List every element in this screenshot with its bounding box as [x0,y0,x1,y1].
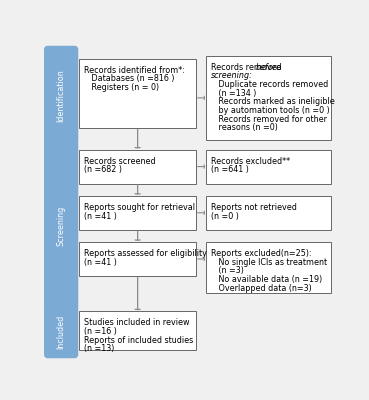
FancyBboxPatch shape [79,311,196,350]
Text: (n =16 ): (n =16 ) [84,327,117,336]
Text: Reports excluded(n=25):: Reports excluded(n=25): [211,249,312,258]
Text: Records excluded**: Records excluded** [211,157,290,166]
Text: (n =682 ): (n =682 ) [84,165,122,174]
Text: (n =41 ): (n =41 ) [84,212,117,220]
Text: Reports assessed for eligibility: Reports assessed for eligibility [84,249,207,258]
Text: Reports sought for retrieval: Reports sought for retrieval [84,203,195,212]
Text: Records removed: Records removed [211,63,284,72]
Text: reasons (n =0): reasons (n =0) [211,123,278,132]
FancyBboxPatch shape [206,150,331,184]
Text: Identification: Identification [56,69,66,122]
Text: Records screened: Records screened [84,157,155,166]
Text: Reports of included studies: Reports of included studies [84,336,193,345]
Text: (n =41 ): (n =41 ) [84,258,117,267]
Text: Overlapped data (n=3): Overlapped data (n=3) [211,284,312,293]
Text: Screening: Screening [56,206,66,246]
FancyBboxPatch shape [79,150,196,184]
FancyBboxPatch shape [45,46,77,145]
Text: Reports not retrieved: Reports not retrieved [211,203,297,212]
Text: (n =134 ): (n =134 ) [211,89,256,98]
FancyBboxPatch shape [79,196,196,230]
Text: Records marked as ineligible: Records marked as ineligible [211,97,335,106]
Text: (n =3): (n =3) [211,266,244,275]
Text: No available data (n =19): No available data (n =19) [211,275,323,284]
Text: (n =641 ): (n =641 ) [211,165,249,174]
Text: No single ICIs as treatment: No single ICIs as treatment [211,258,327,267]
Text: before: before [255,63,281,72]
Text: screening:: screening: [211,72,253,80]
FancyBboxPatch shape [79,242,196,276]
FancyBboxPatch shape [79,59,196,128]
Text: Duplicate records removed: Duplicate records removed [211,80,328,89]
FancyBboxPatch shape [206,196,331,230]
Text: Records identified from*:: Records identified from*: [84,66,185,75]
FancyBboxPatch shape [45,307,77,358]
Text: by automation tools (n =0 ): by automation tools (n =0 ) [211,106,330,115]
Text: (n =0 ): (n =0 ) [211,212,239,220]
Text: Records removed for other: Records removed for other [211,114,327,124]
Text: Studies included in review: Studies included in review [84,318,189,328]
FancyBboxPatch shape [206,56,331,140]
Text: (n =13): (n =13) [84,344,114,353]
FancyBboxPatch shape [206,242,331,293]
Text: Included: Included [56,315,66,349]
Text: Registers (n = 0): Registers (n = 0) [84,83,159,92]
Text: Databases (n =816 ): Databases (n =816 ) [84,74,175,84]
FancyBboxPatch shape [45,142,77,310]
